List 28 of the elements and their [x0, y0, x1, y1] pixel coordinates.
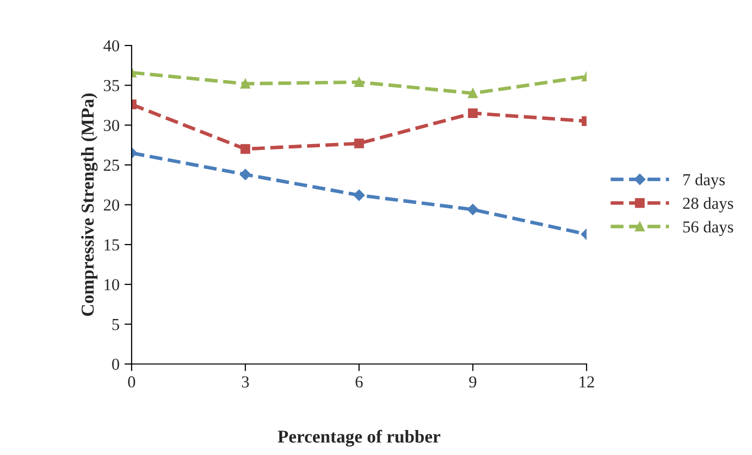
x-tick-label: 9 — [469, 376, 476, 388]
y-tick-label: 40 — [103, 40, 120, 52]
y-tick-label: 30 — [104, 120, 120, 132]
point — [468, 108, 478, 118]
y-tick-label: 10 — [104, 279, 120, 290]
x-tick-label: 0 — [128, 376, 136, 388]
point — [467, 204, 478, 216]
legend-label: 56 days — [683, 220, 734, 236]
x-tick-label: 12 — [580, 376, 594, 388]
point — [468, 88, 478, 98]
point — [353, 190, 365, 201]
x-axis-title: Percentage of rubber — [278, 430, 440, 447]
y-tick-label: 5 — [112, 319, 120, 330]
point — [240, 78, 250, 89]
y-axis-title: Compressive Strength (MPa) — [81, 94, 98, 316]
point — [354, 138, 364, 148]
x-tick-label: 3 — [242, 376, 249, 388]
y-tick-label: 35 — [104, 80, 120, 92]
x-tick-label: 6 — [356, 376, 363, 388]
point — [354, 77, 364, 87]
legend-label: 7 days — [683, 174, 725, 189]
point — [240, 168, 251, 180]
y-tick-label: 20 — [104, 199, 120, 211]
y-tick-label: 25 — [104, 160, 120, 171]
point — [240, 144, 250, 154]
y-tick-label: 15 — [104, 239, 120, 251]
legend-label: 28 days — [683, 197, 734, 212]
y-tick-label: 0 — [112, 358, 120, 370]
